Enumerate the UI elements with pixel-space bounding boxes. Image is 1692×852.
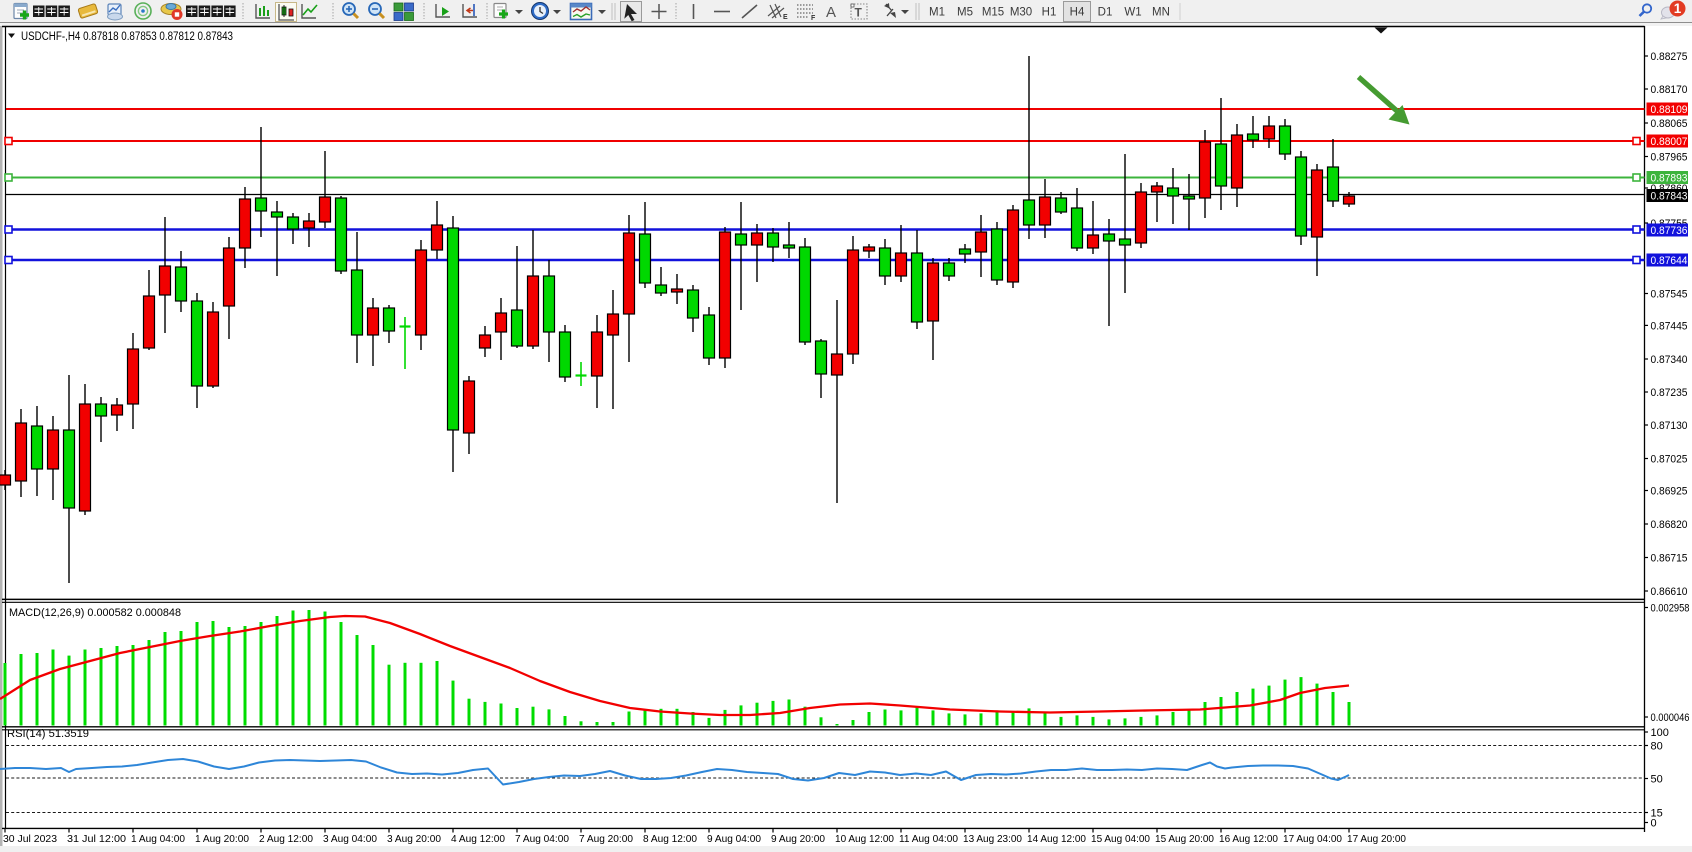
svg-text:0.88109: 0.88109 bbox=[1651, 104, 1688, 116]
svg-text:17 Aug 20:00: 17 Aug 20:00 bbox=[1347, 833, 1406, 845]
svg-text:0.88007: 0.88007 bbox=[1651, 136, 1688, 148]
svg-text:0.87235: 0.87235 bbox=[1651, 387, 1688, 399]
svg-text:9 Aug 20:00: 9 Aug 20:00 bbox=[771, 833, 825, 845]
svg-text:0.87445: 0.87445 bbox=[1651, 320, 1688, 332]
svg-text:11 Aug 04:00: 11 Aug 04:00 bbox=[899, 833, 958, 845]
svg-text:E: E bbox=[783, 14, 788, 21]
svg-text:31 Jul 12:00: 31 Jul 12:00 bbox=[67, 833, 126, 845]
svg-text:7 Aug 04:00: 7 Aug 04:00 bbox=[515, 833, 569, 845]
svg-text:1: 1 bbox=[1674, 1, 1682, 16]
svg-text:0: 0 bbox=[1651, 818, 1657, 830]
svg-text:13 Aug 23:00: 13 Aug 23:00 bbox=[963, 833, 1022, 845]
svg-text:3 Aug 20:00: 3 Aug 20:00 bbox=[387, 833, 441, 845]
svg-text:10 Aug 12:00: 10 Aug 12:00 bbox=[835, 833, 894, 845]
svg-text:15 Aug 04:00: 15 Aug 04:00 bbox=[1091, 833, 1150, 845]
svg-text:F: F bbox=[811, 15, 816, 22]
svg-text:1 Aug 04:00: 1 Aug 04:00 bbox=[131, 833, 185, 845]
svg-text:RSI(14) 51.3519: RSI(14) 51.3519 bbox=[7, 728, 89, 740]
svg-text:17 Aug 04:00: 17 Aug 04:00 bbox=[1283, 833, 1342, 845]
svg-text:0.87965: 0.87965 bbox=[1651, 152, 1688, 164]
svg-text:0.87340: 0.87340 bbox=[1651, 354, 1688, 366]
svg-text:100: 100 bbox=[1651, 727, 1669, 739]
svg-text:W1: W1 bbox=[1124, 7, 1141, 19]
svg-text:0.000046: 0.000046 bbox=[1651, 712, 1690, 724]
svg-text:16 Aug 12:00: 16 Aug 12:00 bbox=[1219, 833, 1278, 845]
svg-text:3 Aug 04:00: 3 Aug 04:00 bbox=[323, 833, 377, 845]
svg-text:0.86715: 0.86715 bbox=[1651, 553, 1688, 565]
svg-text:0.86820: 0.86820 bbox=[1651, 519, 1688, 531]
svg-text:M1: M1 bbox=[929, 7, 945, 19]
svg-text:0.87843: 0.87843 bbox=[1651, 191, 1688, 203]
svg-text:A: A bbox=[826, 4, 836, 21]
svg-text:MN: MN bbox=[1152, 7, 1170, 19]
svg-text:0.86925: 0.86925 bbox=[1651, 486, 1688, 498]
svg-text:30 Jul 2023: 30 Jul 2023 bbox=[3, 833, 57, 845]
svg-text:0.87644: 0.87644 bbox=[1651, 255, 1688, 267]
svg-text:0.86610: 0.86610 bbox=[1651, 586, 1688, 598]
svg-text:USDCHF-,H4 0.87818 0.87853 0.: USDCHF-,H4 0.87818 0.87853 0.87812 0.878… bbox=[21, 31, 233, 43]
svg-text:0.002958: 0.002958 bbox=[1651, 603, 1690, 615]
svg-text:0.87893: 0.87893 bbox=[1651, 173, 1688, 185]
svg-text:2 Aug 12:00: 2 Aug 12:00 bbox=[259, 833, 313, 845]
svg-text:0.88065: 0.88065 bbox=[1651, 118, 1688, 130]
svg-text:4 Aug 12:00: 4 Aug 12:00 bbox=[451, 833, 505, 845]
svg-text:0.87025: 0.87025 bbox=[1651, 454, 1688, 466]
svg-text:0.87736: 0.87736 bbox=[1651, 225, 1688, 237]
svg-text:M30: M30 bbox=[1010, 7, 1032, 19]
svg-text:50: 50 bbox=[1651, 774, 1663, 786]
svg-text:H4: H4 bbox=[1070, 7, 1085, 19]
svg-text:14 Aug 12:00: 14 Aug 12:00 bbox=[1027, 833, 1086, 845]
svg-text:1 Aug 20:00: 1 Aug 20:00 bbox=[195, 833, 249, 845]
svg-text:0.88275: 0.88275 bbox=[1651, 51, 1688, 63]
svg-text:MACD(12,26,9) 0.000582 0.00084: MACD(12,26,9) 0.000582 0.000848 bbox=[9, 607, 181, 619]
svg-text:M15: M15 bbox=[982, 7, 1004, 19]
svg-text:T: T bbox=[855, 6, 863, 20]
svg-text:0.87545: 0.87545 bbox=[1651, 289, 1688, 301]
svg-text:D1: D1 bbox=[1098, 7, 1113, 19]
svg-text:H1: H1 bbox=[1042, 7, 1057, 19]
svg-text:80: 80 bbox=[1651, 741, 1663, 753]
svg-text:9 Aug 04:00: 9 Aug 04:00 bbox=[707, 833, 761, 845]
svg-text:15: 15 bbox=[1651, 808, 1663, 820]
svg-text:8 Aug 12:00: 8 Aug 12:00 bbox=[643, 833, 697, 845]
svg-text:M5: M5 bbox=[957, 7, 973, 19]
svg-text:7 Aug 20:00: 7 Aug 20:00 bbox=[579, 833, 633, 845]
svg-text:0.87130: 0.87130 bbox=[1651, 420, 1688, 432]
svg-text:0.88170: 0.88170 bbox=[1651, 84, 1688, 96]
svg-text:15 Aug 20:00: 15 Aug 20:00 bbox=[1155, 833, 1214, 845]
